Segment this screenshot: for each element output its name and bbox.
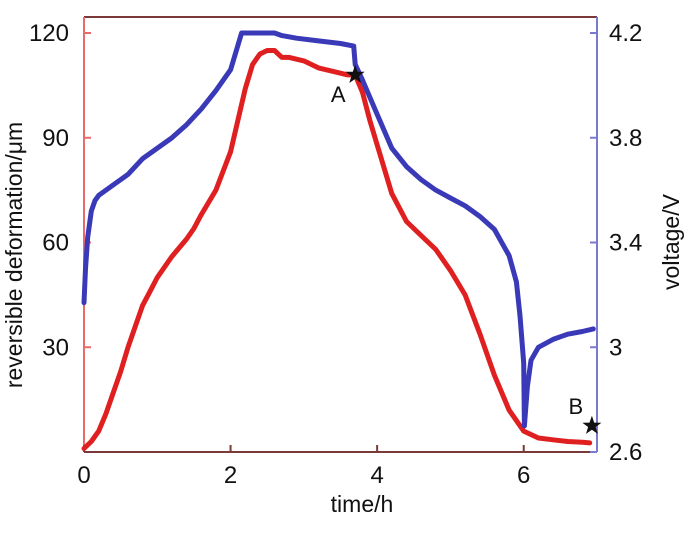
point-b-label: B xyxy=(569,394,584,419)
deformation-series-line xyxy=(81,48,593,451)
right-y-tick-label: 4.2 xyxy=(609,20,642,47)
x-tick-label: 4 xyxy=(370,462,383,489)
point-a-star-marker xyxy=(345,64,365,83)
left-y-tick-label: 30 xyxy=(42,334,69,361)
x-ticks: 0 2 4 6 xyxy=(77,445,530,489)
right-y-tick-label: 3.4 xyxy=(609,230,642,257)
left-y-tick-label: 120 xyxy=(29,20,69,47)
left-y-axis-title: reversible deformation/μm xyxy=(1,122,27,388)
x-tick-label: 2 xyxy=(224,462,237,489)
x-tick-label: 6 xyxy=(517,462,530,489)
right-y-tick-label: 3.8 xyxy=(609,125,642,152)
annotation-layer: AB xyxy=(331,64,602,434)
right-y-axis-title: voltage/V xyxy=(658,193,684,290)
right-y-ticks: 2.6 3 3.4 3.8 4.2 xyxy=(590,20,642,466)
voltage-series-line xyxy=(81,30,596,429)
point-a-label: A xyxy=(331,82,346,107)
right-y-tick-label: 2.6 xyxy=(609,439,642,466)
left-y-tick-label: 60 xyxy=(42,230,69,257)
right-y-tick-label: 3 xyxy=(609,334,622,361)
series-layer xyxy=(81,30,596,451)
point-b-star-marker xyxy=(582,415,602,434)
x-tick-label: 0 xyxy=(77,462,90,489)
x-axis-title: time/h xyxy=(331,491,394,517)
left-y-tick-label: 90 xyxy=(42,125,69,152)
left-y-ticks: 30 60 90 120 xyxy=(29,20,91,361)
